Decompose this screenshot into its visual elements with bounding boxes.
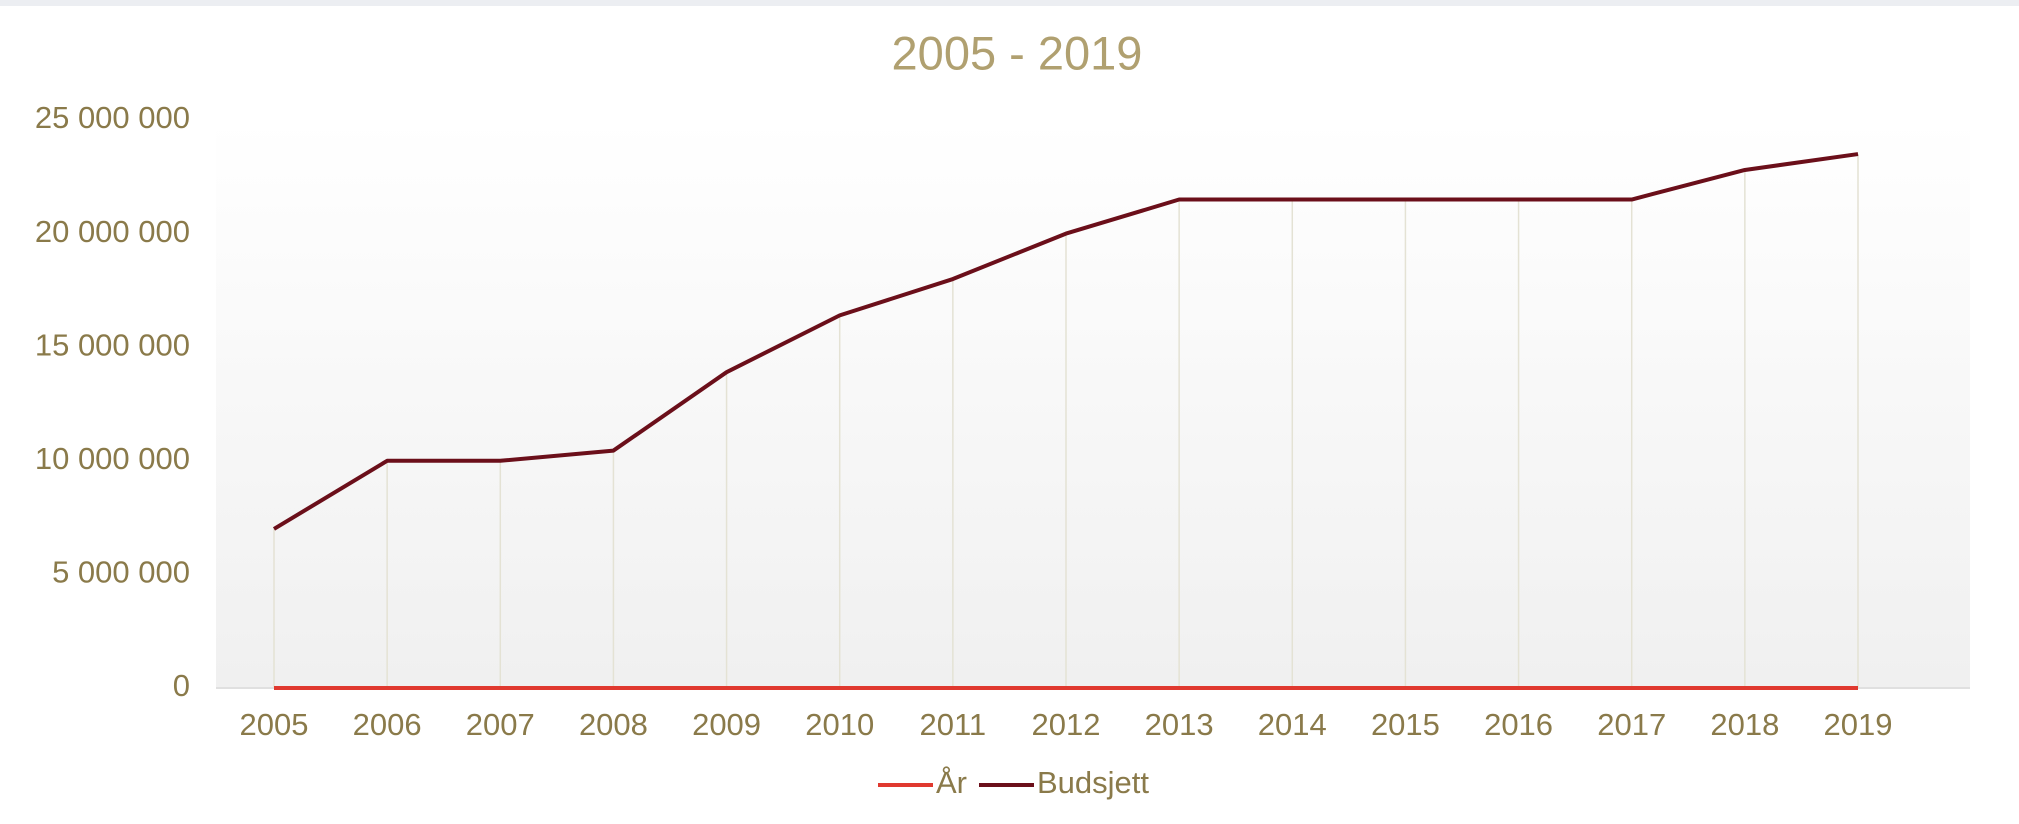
legend-label: År bbox=[936, 765, 967, 800]
y-tick-label: 20 000 000 bbox=[35, 214, 190, 249]
plot-area bbox=[216, 120, 1970, 688]
legend-label: Budsjett bbox=[1037, 765, 1149, 800]
x-tick-label: 2018 bbox=[1710, 707, 1779, 742]
x-tick-label: 2014 bbox=[1258, 707, 1327, 742]
x-tick-label: 2008 bbox=[579, 707, 648, 742]
x-tick-label: 2017 bbox=[1597, 707, 1666, 742]
x-tick-label: 2019 bbox=[1824, 707, 1893, 742]
y-tick-label: 15 000 000 bbox=[35, 327, 190, 362]
x-tick-label: 2006 bbox=[353, 707, 422, 742]
x-tick-label: 2011 bbox=[920, 707, 987, 742]
x-tick-label: 2012 bbox=[1032, 707, 1101, 742]
chart-title: 2005 - 2019 bbox=[892, 26, 1143, 79]
x-tick-label: 2010 bbox=[805, 707, 874, 742]
x-tick-label: 2009 bbox=[692, 707, 761, 742]
x-tick-label: 2013 bbox=[1145, 707, 1214, 742]
series-line bbox=[272, 152, 1859, 531]
x-tick-label: 2005 bbox=[240, 707, 309, 742]
x-tick-label: 2015 bbox=[1371, 707, 1440, 742]
y-tick-label: 25 000 000 bbox=[35, 100, 190, 135]
x-tick-label: 2007 bbox=[466, 707, 535, 742]
y-tick-label: 0 bbox=[173, 668, 190, 703]
top-border bbox=[0, 0, 2019, 6]
x-tick-label: 2016 bbox=[1484, 707, 1553, 742]
y-tick-label: 10 000 000 bbox=[35, 441, 190, 476]
y-tick-label: 5 000 000 bbox=[52, 555, 190, 590]
